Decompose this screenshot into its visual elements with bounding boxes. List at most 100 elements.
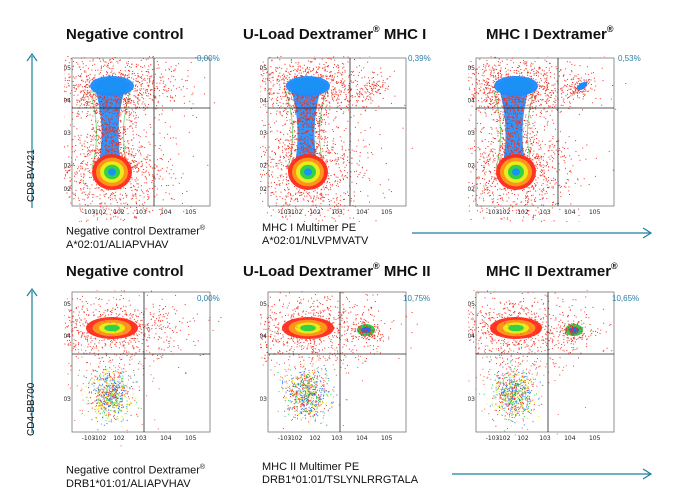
- x-tick-label: 105: [381, 435, 393, 442]
- panel-title-uload-mhc2: U-Load Dextramer® MHC II: [243, 261, 431, 280]
- y-tick-label: 104: [468, 97, 475, 104]
- cell-populations: [64, 290, 222, 447]
- y-tick-label: -102: [260, 186, 267, 193]
- y-axis-label-bottom: CD4-BB700: [26, 382, 37, 436]
- scatter-svg: -103-102102103104105105104-103: [64, 290, 222, 447]
- cell-populations: [260, 291, 418, 431]
- panel-title-text: U-Load Dextramer: [243, 26, 374, 43]
- x-tick-label: 102: [113, 209, 125, 216]
- caption-line2: A*02:01/NLVPMVATV: [262, 235, 369, 247]
- y-tick-label: 102: [468, 163, 475, 170]
- y-tick-label: 105: [468, 65, 475, 72]
- y-tick-label: 105: [260, 301, 267, 308]
- y-axis-arrow-top: [22, 50, 42, 215]
- quadrant-percent: 10,65%: [612, 294, 640, 303]
- x-tick-label: -102: [93, 209, 107, 216]
- cell-populations: [260, 56, 413, 222]
- caption-line1: Negative control Dextramer: [66, 464, 200, 477]
- scatter-plot-neg-mhc2: -103-102102103104105105104-103: [64, 290, 224, 448]
- x-tick-label: 104: [356, 435, 368, 442]
- caption-neg-mhc1: Negative control Dextramer® A*02:01/ALIA…: [66, 222, 205, 252]
- panel-title-dex-mhc1: MHC I Dextramer®: [486, 24, 614, 43]
- x-tick-label: -102: [497, 435, 511, 442]
- panel-title-text: U-Load Dextramer: [243, 263, 374, 280]
- y-tick-label: 104: [260, 333, 267, 340]
- caption-line2: DRB1*01:01/ALIAPVHAV: [66, 477, 191, 490]
- quadrant-percent: 0,39%: [408, 54, 431, 63]
- y-tick-label: 102: [260, 163, 267, 170]
- registered-mark: ®: [611, 261, 618, 271]
- x-tick-label: -103: [82, 435, 96, 442]
- caption-neg-mhc2: Negative control Dextramer® DRB1*01:01/A…: [66, 461, 205, 491]
- caption-line1: MHC I Multimer PE: [262, 222, 357, 234]
- scatter-svg: -103-102102103104105105104103102-102: [468, 56, 627, 222]
- x-tick-label: 102: [309, 435, 321, 442]
- panel-title-neg-mhc2: Negative control: [66, 263, 184, 280]
- registered-mark: ®: [606, 24, 614, 34]
- quadrant-percent: 0,53%: [618, 54, 641, 63]
- panel-title-text: Negative control: [66, 263, 184, 280]
- y-tick-label: 104: [64, 333, 71, 340]
- x-tick-label: 102: [517, 209, 529, 216]
- scatter-svg: -103-102102103104105105104-103: [468, 290, 615, 442]
- panel-title-suffix: MHC II: [379, 263, 431, 280]
- scatter-plot-neg-mhc1: -103-102102103104105105104103102-102: [64, 56, 224, 222]
- scatter-plot-uload-mhc2: -103-102102103104105105104-103: [260, 290, 420, 448]
- registered-mark: ®: [373, 261, 380, 271]
- cell-populations: [64, 56, 215, 222]
- panel-title-text: MHC II Dextramer: [486, 263, 612, 280]
- y-axis-arrow-bottom: [22, 285, 42, 440]
- x-tick-label: 104: [564, 435, 576, 442]
- plot-frame: [475, 291, 615, 433]
- x-tick-label: 105: [589, 435, 601, 442]
- y-axis-label-top: CD8 BV421: [26, 149, 37, 202]
- y-tick-label: 104: [468, 333, 475, 340]
- scatter-plot-dex-mhc1: -103-102102103104105105104103102-102: [468, 56, 628, 222]
- caption-line1: Negative control Dextramer: [66, 225, 200, 238]
- x-tick-label: -102: [289, 209, 303, 216]
- scatter-svg: -103-102102103104105105104103102-102: [260, 56, 413, 222]
- quadrant-percent: 0,00%: [197, 54, 220, 63]
- y-tick-label: 102: [64, 163, 71, 170]
- caption-line2: DRB1*01:01/TSLYNLRRGTALA: [262, 474, 419, 486]
- x-tick-label: 102: [309, 209, 321, 216]
- plot-frame: [267, 291, 407, 433]
- x-tick-label: 103: [135, 435, 147, 442]
- x-tick-label: -103: [486, 435, 500, 442]
- x-tick-label: -102: [93, 435, 107, 442]
- caption-line1: MHC II Multimer PE: [262, 461, 360, 473]
- scatter-plot-dex-mhc2: -103-102102103104105105104-103: [468, 290, 628, 448]
- x-tick-label: 105: [589, 209, 601, 216]
- x-tick-label: 103: [331, 209, 343, 216]
- y-tick-label: 103: [64, 130, 71, 137]
- cell-populations: [468, 290, 613, 436]
- quadrant-percent: 10,75%: [403, 294, 431, 303]
- x-arrow-bottom: [450, 467, 655, 486]
- x-tick-label: -103: [486, 209, 500, 216]
- x-tick-label: -103: [82, 209, 96, 216]
- registered-mark: ®: [199, 225, 206, 232]
- x-tick-label: 103: [539, 209, 551, 216]
- y-tick-label: -103: [468, 396, 475, 403]
- registered-mark: ®: [373, 24, 380, 34]
- x-tick-label: 104: [356, 209, 368, 216]
- y-tick-label: 105: [64, 65, 71, 72]
- y-tick-label: -102: [64, 186, 71, 193]
- scatter-svg: -103-102102103104105105104-103: [260, 291, 418, 442]
- x-tick-label: 102: [113, 435, 125, 442]
- scatter-svg: -103-102102103104105105104103102-102: [64, 56, 215, 222]
- plot-frame: [71, 291, 211, 433]
- quadrant-percent: 0,00%: [197, 294, 220, 303]
- caption-uload-mhc1: MHC I Multimer PE A*02:01/NLVPMVATV: [262, 222, 368, 248]
- y-tick-label: -102: [468, 186, 475, 193]
- y-tick-label: -103: [64, 396, 71, 403]
- cell-populations: [468, 56, 627, 222]
- x-tick-label: 104: [160, 209, 172, 216]
- y-tick-label: 103: [260, 130, 267, 137]
- x-tick-label: 103: [331, 435, 343, 442]
- x-tick-label: 105: [185, 435, 197, 442]
- x-arrow-top: [410, 226, 655, 245]
- y-tick-label: 105: [64, 301, 71, 308]
- x-tick-label: 102: [517, 435, 529, 442]
- y-tick-label: 105: [468, 301, 475, 308]
